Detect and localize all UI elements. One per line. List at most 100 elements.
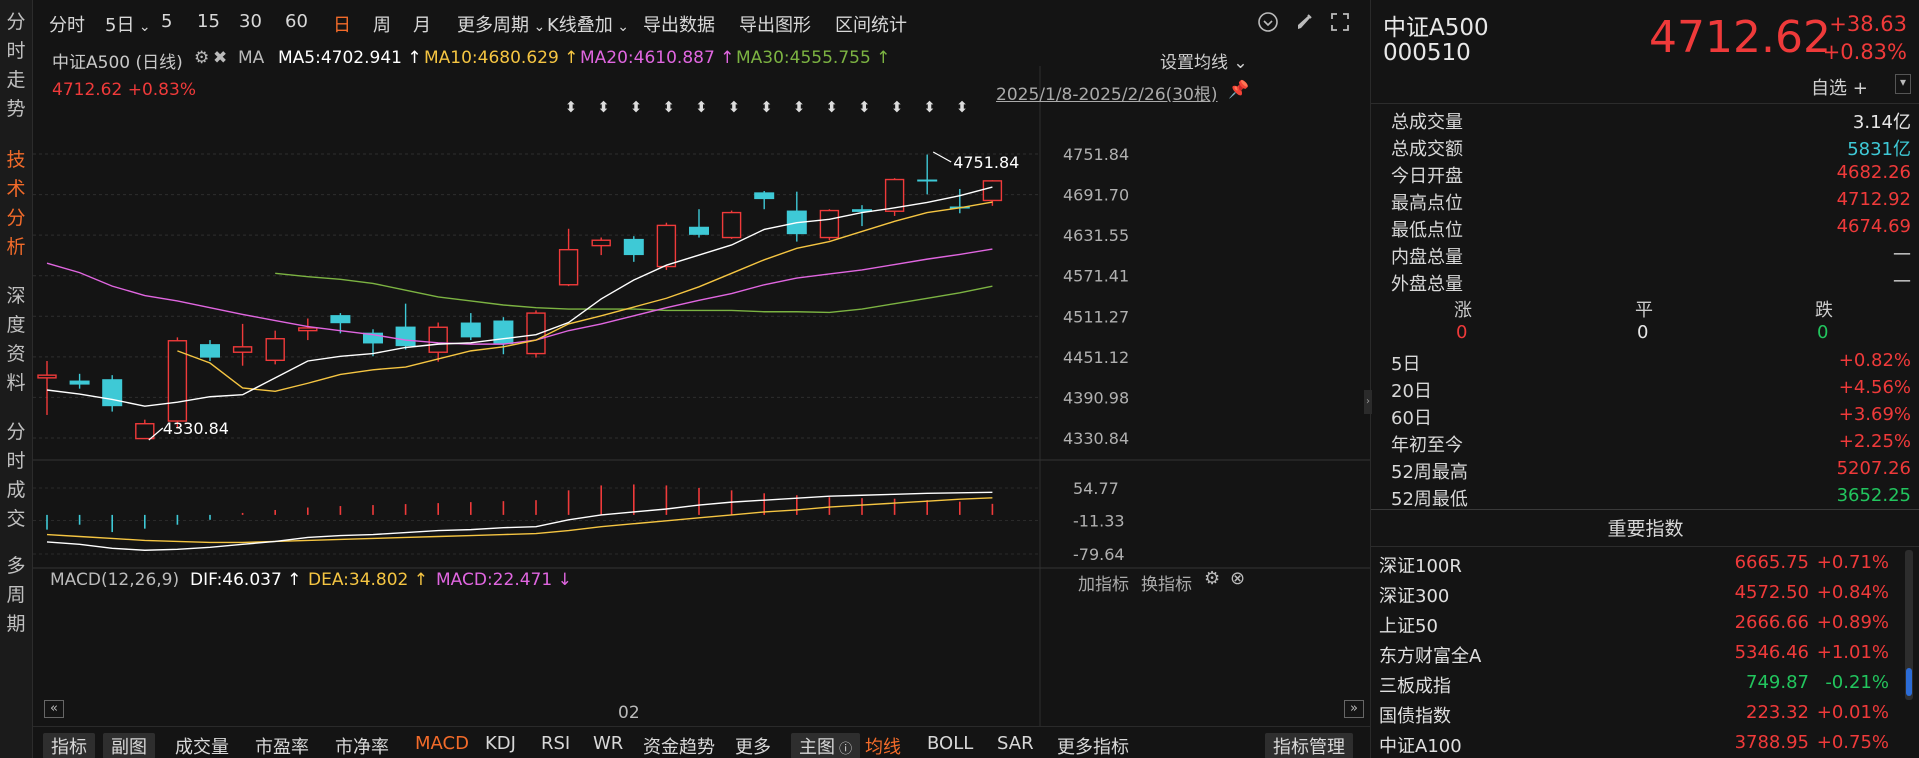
left-nav-item[interactable]: 深度资料 bbox=[6, 285, 26, 394]
period-tab[interactable]: K线叠加 ⌄ bbox=[547, 11, 629, 37]
high-annotation: 4751.84 bbox=[953, 153, 1019, 172]
indicator-tab[interactable]: 成交量 bbox=[175, 733, 229, 758]
pin-icon[interactable]: 📌 bbox=[1228, 80, 1250, 100]
candle-body bbox=[754, 192, 775, 200]
stat-row: 外盘总量 — bbox=[1391, 270, 1911, 297]
period-tab-label: K线叠加 bbox=[547, 15, 613, 36]
kline-chart[interactable]: 4751.84 4691.70 4631.55 4571.41 4511.27 4451.… bbox=[33, 46, 1370, 726]
low-annotation: 4330.84 bbox=[163, 419, 229, 438]
indicator-tab[interactable]: WR bbox=[593, 733, 623, 754]
indicator-tab-label: RSI bbox=[541, 733, 571, 754]
period-tab[interactable]: 区间统计 bbox=[835, 11, 907, 37]
period-tab[interactable]: 导出数据 bbox=[643, 11, 715, 37]
double-arrow-icon: ⬍ bbox=[597, 98, 610, 116]
indicator-tab[interactable]: 指标 bbox=[43, 733, 95, 758]
index-row[interactable]: 国债指数 223.32 +0.01% bbox=[1379, 702, 1899, 732]
dea-line bbox=[46, 497, 993, 544]
watchlist-button[interactable]: 自选 + bbox=[1811, 78, 1868, 99]
close-icon[interactable]: ⊗ bbox=[1230, 568, 1246, 589]
indicator-tab[interactable]: 市盈率 bbox=[255, 733, 309, 758]
panel-toggle-button[interactable]: › bbox=[1364, 390, 1372, 414]
left-nav-item[interactable]: 分时成交 bbox=[6, 421, 26, 530]
perf-label: 5日 bbox=[1391, 354, 1421, 375]
ma20-line bbox=[46, 248, 993, 345]
breadth: 涨 平 跌 0 0 0 bbox=[1411, 296, 1911, 346]
left-nav-item[interactable]: 多周期 bbox=[6, 555, 26, 635]
stat-label: 总成交额 bbox=[1391, 139, 1463, 160]
indicator-tab[interactable]: 主图 ⓘ bbox=[791, 733, 861, 758]
period-tab[interactable]: 5日 ⌄ bbox=[105, 11, 151, 37]
add-indicator-button[interactable]: 加指标 bbox=[1078, 575, 1129, 595]
indicator-tab[interactable]: 市净率 bbox=[335, 733, 389, 758]
up-label: 涨 bbox=[1454, 300, 1472, 321]
index-row[interactable]: 深证100R 6665.75 +0.71% bbox=[1379, 552, 1899, 582]
date-range[interactable]: 2025/1/8-2025/2/26(30根) bbox=[996, 85, 1218, 105]
indicator-tab[interactable]: 更多指标 bbox=[1057, 733, 1129, 758]
chevron-down-icon[interactable]: ▾ bbox=[1895, 74, 1911, 94]
indicator-tab-label: MACD bbox=[415, 733, 469, 754]
ma20-value: MA20:4610.887 ↑ bbox=[580, 48, 735, 68]
period-tab[interactable]: 分时 bbox=[49, 11, 85, 37]
candle-body bbox=[330, 315, 351, 324]
x-axis-label: 02 bbox=[618, 703, 640, 723]
period-tab[interactable]: 30 bbox=[239, 11, 262, 32]
left-nav-item[interactable]: 分时走势 bbox=[6, 11, 26, 120]
annotation-pointer bbox=[932, 151, 952, 163]
index-row[interactable]: 中证A100 3788.95 +0.75% bbox=[1379, 732, 1899, 758]
gear-icon[interactable]: ⚙ bbox=[194, 48, 210, 68]
set-ma-button[interactable]: 设置均线 ⌄ bbox=[1160, 53, 1248, 73]
period-tab[interactable]: 15 bbox=[197, 11, 220, 32]
y-axis-label: 4691.70 bbox=[1063, 186, 1129, 205]
scroll-right-button[interactable]: » bbox=[1344, 700, 1364, 718]
period-tab[interactable]: 5 bbox=[161, 11, 172, 32]
ma30-value: MA30:4555.755 ↑ bbox=[736, 48, 891, 68]
ma30-line bbox=[275, 272, 993, 314]
double-arrow-icon: ⬍ bbox=[728, 98, 741, 116]
indicator-tab[interactable]: SAR bbox=[997, 733, 1034, 754]
chevron-down-icon: ⌄ bbox=[612, 19, 629, 35]
scrollbar-thumb[interactable] bbox=[1906, 668, 1912, 696]
period-tab[interactable]: 月 bbox=[413, 11, 431, 37]
indicator-tab[interactable]: 均线 bbox=[865, 733, 901, 758]
index-row[interactable]: 三板成指 749.87 -0.21% bbox=[1379, 672, 1899, 702]
brush-icon[interactable] bbox=[1292, 11, 1316, 35]
period-tab-label: 导出图形 bbox=[739, 15, 811, 36]
fullscreen-icon[interactable] bbox=[1328, 11, 1352, 35]
indices-scrollbar[interactable] bbox=[1905, 550, 1913, 700]
help-icon: ⓘ bbox=[835, 742, 853, 757]
down-label: 跌 bbox=[1815, 300, 1833, 321]
candle-body bbox=[493, 320, 514, 345]
close-icon[interactable]: ✖ bbox=[213, 48, 228, 68]
switch-indicator-button[interactable]: 换指标 bbox=[1141, 575, 1192, 595]
period-tab-label: 周 bbox=[373, 15, 391, 36]
indicator-tab[interactable]: 指标管理 bbox=[1265, 733, 1353, 758]
scroll-left-button[interactable]: « bbox=[44, 700, 64, 718]
stat-value: — bbox=[1893, 243, 1911, 264]
index-row[interactable]: 深证300 4572.50 +0.84% bbox=[1379, 582, 1899, 612]
indicator-tab[interactable]: 副图 bbox=[103, 733, 155, 758]
index-row[interactable]: 东方财富全A 5346.46 +1.01% bbox=[1379, 642, 1899, 672]
period-tab[interactable]: 导出图形 bbox=[739, 11, 811, 37]
candle-body bbox=[395, 326, 416, 347]
index-change: -0.21% bbox=[1825, 672, 1889, 693]
left-nav-item[interactable]: 技术分析 bbox=[6, 149, 26, 258]
indicator-tab[interactable]: 更多 bbox=[735, 733, 771, 758]
indicator-tab-label: WR bbox=[593, 733, 624, 754]
index-price: 223.32 bbox=[1746, 702, 1809, 723]
double-arrow-icon: ⬍ bbox=[956, 98, 969, 116]
period-tab[interactable]: 周 bbox=[373, 11, 391, 37]
period-tab[interactable]: 日 bbox=[333, 11, 351, 37]
index-row[interactable]: 上证50 2666.66 +0.89% bbox=[1379, 612, 1899, 642]
period-tab[interactable]: 60 bbox=[285, 11, 308, 32]
index-name: 深证300 bbox=[1379, 586, 1450, 607]
double-arrow-icon: ⬍ bbox=[565, 98, 578, 116]
period-tab[interactable]: 更多周期 ⌄ bbox=[457, 11, 545, 37]
clock-icon[interactable] bbox=[1256, 11, 1280, 35]
indicator-tab[interactable]: BOLL bbox=[927, 733, 973, 754]
annotation-pointer bbox=[148, 427, 164, 441]
indicator-tab[interactable]: MACD bbox=[415, 733, 469, 754]
indicator-tab[interactable]: 资金趋势 bbox=[643, 733, 715, 758]
indicator-tab[interactable]: KDJ bbox=[485, 733, 516, 754]
gear-icon[interactable]: ⚙ bbox=[1204, 568, 1221, 589]
indicator-tab[interactable]: RSI bbox=[541, 733, 570, 754]
